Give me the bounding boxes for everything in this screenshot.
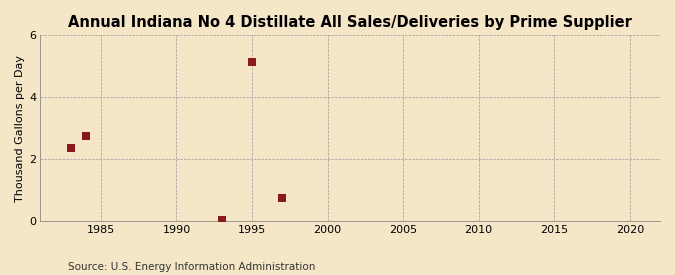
Point bbox=[80, 134, 91, 138]
Y-axis label: Thousand Gallons per Day: Thousand Gallons per Day bbox=[15, 55, 25, 202]
Text: Source: U.S. Energy Information Administration: Source: U.S. Energy Information Administ… bbox=[68, 262, 315, 272]
Title: Annual Indiana No 4 Distillate All Sales/Deliveries by Prime Supplier: Annual Indiana No 4 Distillate All Sales… bbox=[68, 15, 632, 30]
Point bbox=[65, 146, 76, 150]
Point bbox=[277, 196, 288, 200]
Point bbox=[246, 59, 257, 64]
Point bbox=[217, 217, 227, 222]
